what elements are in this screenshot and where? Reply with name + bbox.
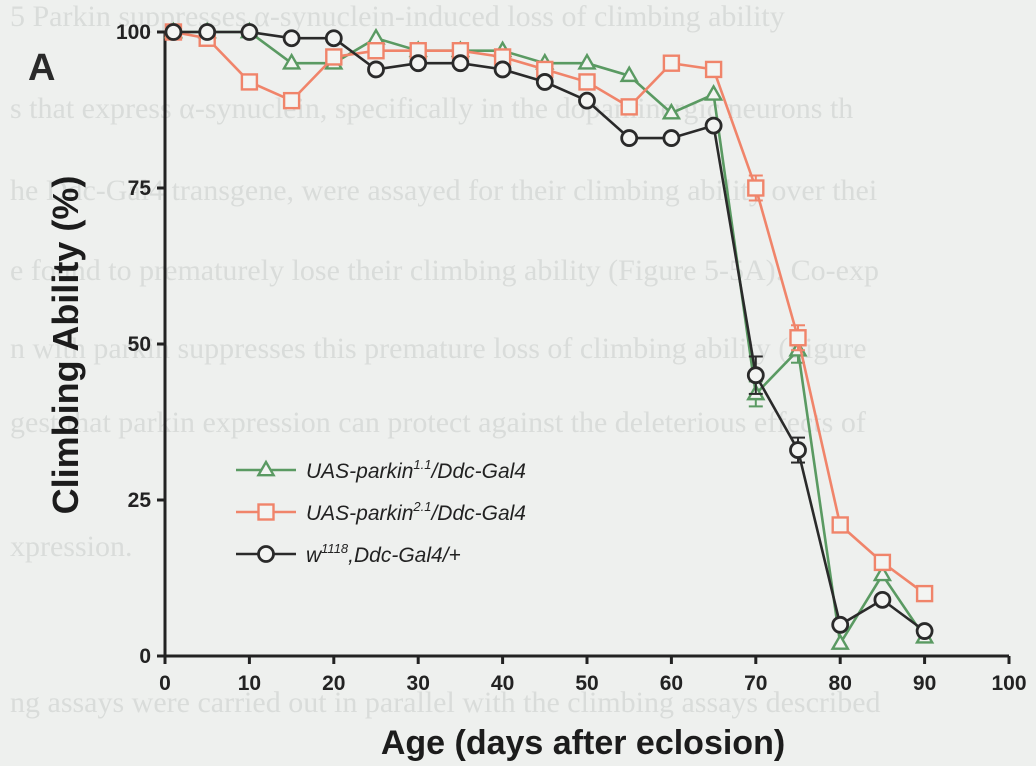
data-point	[367, 60, 385, 79]
legend-marker	[257, 545, 275, 563]
legend-entry-parkin21: UAS-parkin2.1/Ddc-Gal4	[236, 499, 526, 525]
x-tick-label: 60	[660, 672, 683, 695]
data-point	[620, 98, 638, 116]
data-point	[367, 42, 385, 60]
x-tick-label: 30	[407, 672, 430, 695]
data-point	[915, 622, 934, 640]
x-tick-label: 80	[829, 672, 852, 695]
data-point	[704, 60, 723, 79]
data-point	[325, 48, 343, 66]
data-point	[164, 23, 183, 41]
data-point	[324, 29, 343, 48]
data-point	[703, 83, 724, 101]
data-point	[661, 102, 682, 120]
legend-marker	[257, 503, 275, 521]
data-point	[831, 516, 849, 534]
data-point	[873, 553, 892, 572]
data-point	[872, 564, 893, 582]
data-point	[240, 73, 259, 91]
background-text-line: 5 Parkin suppresses α-synuclein-induced …	[10, 0, 785, 33]
data-point	[830, 633, 850, 650]
series-w1118	[164, 23, 934, 640]
data-point	[747, 179, 765, 197]
data-point	[662, 129, 681, 147]
background-text-line: ng assays were carried out in parallel w…	[10, 686, 881, 719]
background-text-line: gest that parkin expression can protect …	[10, 406, 866, 439]
y-tick-label: 75	[128, 177, 152, 200]
data-point	[281, 52, 302, 70]
x-tick-labels: 0 10 20 30 40 50 60 70 80 90 100	[159, 672, 1026, 695]
y-tick-label: 0	[139, 645, 151, 668]
data-point	[198, 23, 217, 41]
x-tick-label: 70	[744, 672, 767, 695]
y-tick-label: 50	[128, 333, 151, 356]
data-point	[578, 73, 596, 91]
legend-label: UAS-parkin2.1/Ddc-Gal4	[306, 499, 526, 525]
data-point	[493, 60, 512, 79]
data-point	[873, 590, 892, 609]
chart-series	[163, 21, 935, 650]
y-tick-label: 100	[116, 21, 151, 44]
y-axis-title: Climbing Ability (%)	[45, 176, 86, 515]
data-point	[577, 52, 597, 70]
legend-label: UAS-parkin1.1/Ddc-Gal4	[306, 457, 526, 483]
legend-entry-parkin11: UAS-parkin1.1/Ddc-Gal4	[236, 457, 526, 483]
legend-marker	[256, 459, 276, 477]
x-tick-label: 50	[575, 672, 598, 695]
data-point	[535, 73, 554, 91]
x-tick-label: 40	[491, 672, 514, 695]
data-point	[451, 54, 470, 73]
background-text-line: e found to prematurely lose their climbi…	[10, 254, 879, 287]
background-text-line: he Ddc-Gal4 transgene, were assayed for …	[10, 174, 877, 207]
data-point	[409, 54, 428, 73]
data-point	[789, 329, 807, 347]
x-tick-label: 10	[238, 672, 261, 695]
data-point	[282, 29, 301, 48]
data-point	[240, 23, 259, 41]
data-point	[282, 91, 301, 110]
x-tick-label: 100	[991, 672, 1026, 695]
panel-label: A	[28, 47, 55, 89]
data-point	[704, 116, 723, 135]
data-point	[662, 54, 681, 72]
x-tick-label: 0	[159, 672, 171, 695]
x-tick-label: 90	[913, 672, 936, 695]
data-point	[620, 129, 639, 147]
data-point	[789, 441, 807, 459]
y-tick-labels: 0 25 50 75 100	[116, 21, 151, 668]
legend-entry-w1118: w1118,Ddc-Gal4/+	[236, 541, 461, 567]
data-point	[746, 366, 765, 385]
data-point	[831, 615, 850, 634]
background-text-line: n with parkin suppresses this premature …	[10, 332, 867, 365]
chart-axes	[157, 30, 1011, 664]
data-point	[915, 584, 934, 603]
background-text-line: xpression.	[10, 530, 133, 563]
data-point	[578, 91, 596, 110]
legend-label: w1118,Ddc-Gal4/+	[306, 541, 461, 567]
y-tick-label: 25	[128, 489, 152, 512]
data-point	[619, 65, 639, 83]
x-axis-title: Age (days after eclosion)	[381, 724, 785, 762]
chart-legend: UAS-parkin1.1/Ddc-Gal4 UAS-parkin2.1/Ddc-…	[236, 457, 526, 567]
x-tick-label: 20	[322, 672, 345, 695]
